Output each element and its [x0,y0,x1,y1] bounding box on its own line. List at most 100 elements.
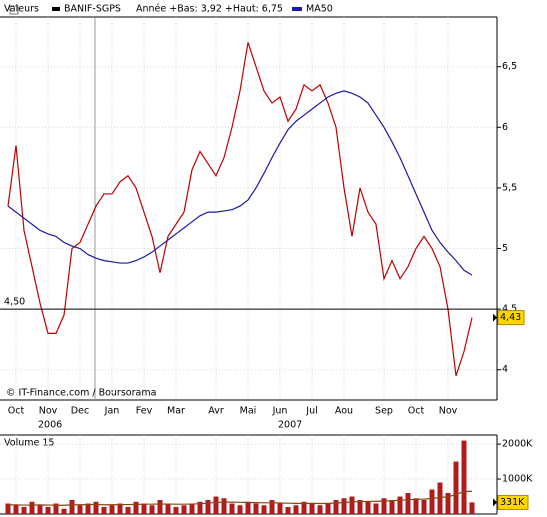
bar [357,500,363,514]
bar [365,501,371,514]
legend-entry: BANIF-SGPS [64,4,121,15]
bar [141,503,147,514]
year-label: 2006 [38,420,62,431]
bar [85,503,91,514]
bar [389,500,395,514]
bar [237,505,243,514]
x-tick-label: Nov [39,406,58,417]
bar [197,501,203,514]
bar [181,505,187,514]
x-tick-label: Jun [272,406,288,417]
bar [165,503,171,514]
bar [133,501,139,514]
legend-swatch [292,7,302,11]
y-tick-label: 4 [502,364,508,375]
bar [37,505,43,514]
bar [437,482,443,514]
legend-entry: MA50 [306,4,333,15]
bar [469,502,475,514]
x-tick-label: Fev [136,406,153,417]
bar [149,505,155,514]
bar [381,498,387,514]
bar [461,440,467,514]
last-value-pointer [493,498,497,507]
x-tick-label: Aou [335,406,353,417]
x-tick-label: Mar [167,406,185,417]
series-line [7,90,473,276]
x-tick-label: Mai [240,406,257,417]
y-tick-label: 4,5 [502,304,517,315]
legend-box [9,5,19,15]
bar [29,501,35,514]
last-value-box [497,310,525,326]
legend-label: Valeurs [4,4,39,15]
bar [93,501,99,514]
last-value-pointer [493,313,497,322]
bar [45,507,51,514]
bar [109,505,115,514]
bar [173,507,179,514]
bar [453,461,459,514]
bar [349,496,355,514]
bar [21,507,27,514]
bar [293,505,299,514]
bar [301,501,307,514]
x-tick-label: Sep [375,406,393,417]
x-tick-label: Dec [71,406,89,417]
bar [325,503,331,514]
bar [277,503,283,514]
reference-label: 4,50 [4,297,25,308]
bar [229,503,235,514]
bar [333,500,339,514]
bar [421,500,427,514]
bar [245,501,251,514]
bar [261,505,267,514]
bar [269,500,275,514]
bar [189,503,195,514]
y-tick-label: 5,5 [502,182,517,193]
y-tick-label: 1000K [502,474,533,485]
bar [117,503,123,514]
bar [253,503,259,514]
bar [429,489,435,514]
bar [61,508,67,514]
volume-title: Volume 15 [4,438,54,449]
y-tick-label: 6 [502,122,508,133]
x-tick-label: Oct [8,406,25,417]
bar [397,496,403,514]
y-tick-label: 6,5 [502,61,517,72]
y-tick-label: 2000K [502,439,533,450]
bar [125,507,131,514]
bar [221,498,227,514]
last-value-label: 331K [500,497,525,508]
series-line [7,42,473,376]
x-tick-label: Oct [408,406,425,417]
x-tick-label: Jul [305,406,317,417]
bar [413,498,419,514]
bar [77,505,83,514]
bar [285,507,291,514]
last-value-label: 4,43 [500,312,521,323]
bar [69,500,75,514]
subtitle: Année +Bas: 3,92 +Haut: 6,75 [136,4,283,15]
legend-swatch [52,7,60,11]
credit: © IT-Finance.com / Boursorama [6,388,156,399]
bar [101,507,107,514]
bar [213,496,219,514]
bar [373,503,379,514]
x-tick-label: Nov [439,406,458,417]
y-tick-label: 5 [502,243,508,254]
bar [405,493,411,514]
x-tick-label: Avr [208,406,224,417]
series-line [8,490,473,506]
bar [13,505,19,514]
bar [205,500,211,514]
bar [309,503,315,514]
bar [157,500,163,514]
bar [53,503,59,514]
last-value-box [497,494,529,510]
bar [317,505,323,514]
year-label: 2007 [278,420,302,431]
